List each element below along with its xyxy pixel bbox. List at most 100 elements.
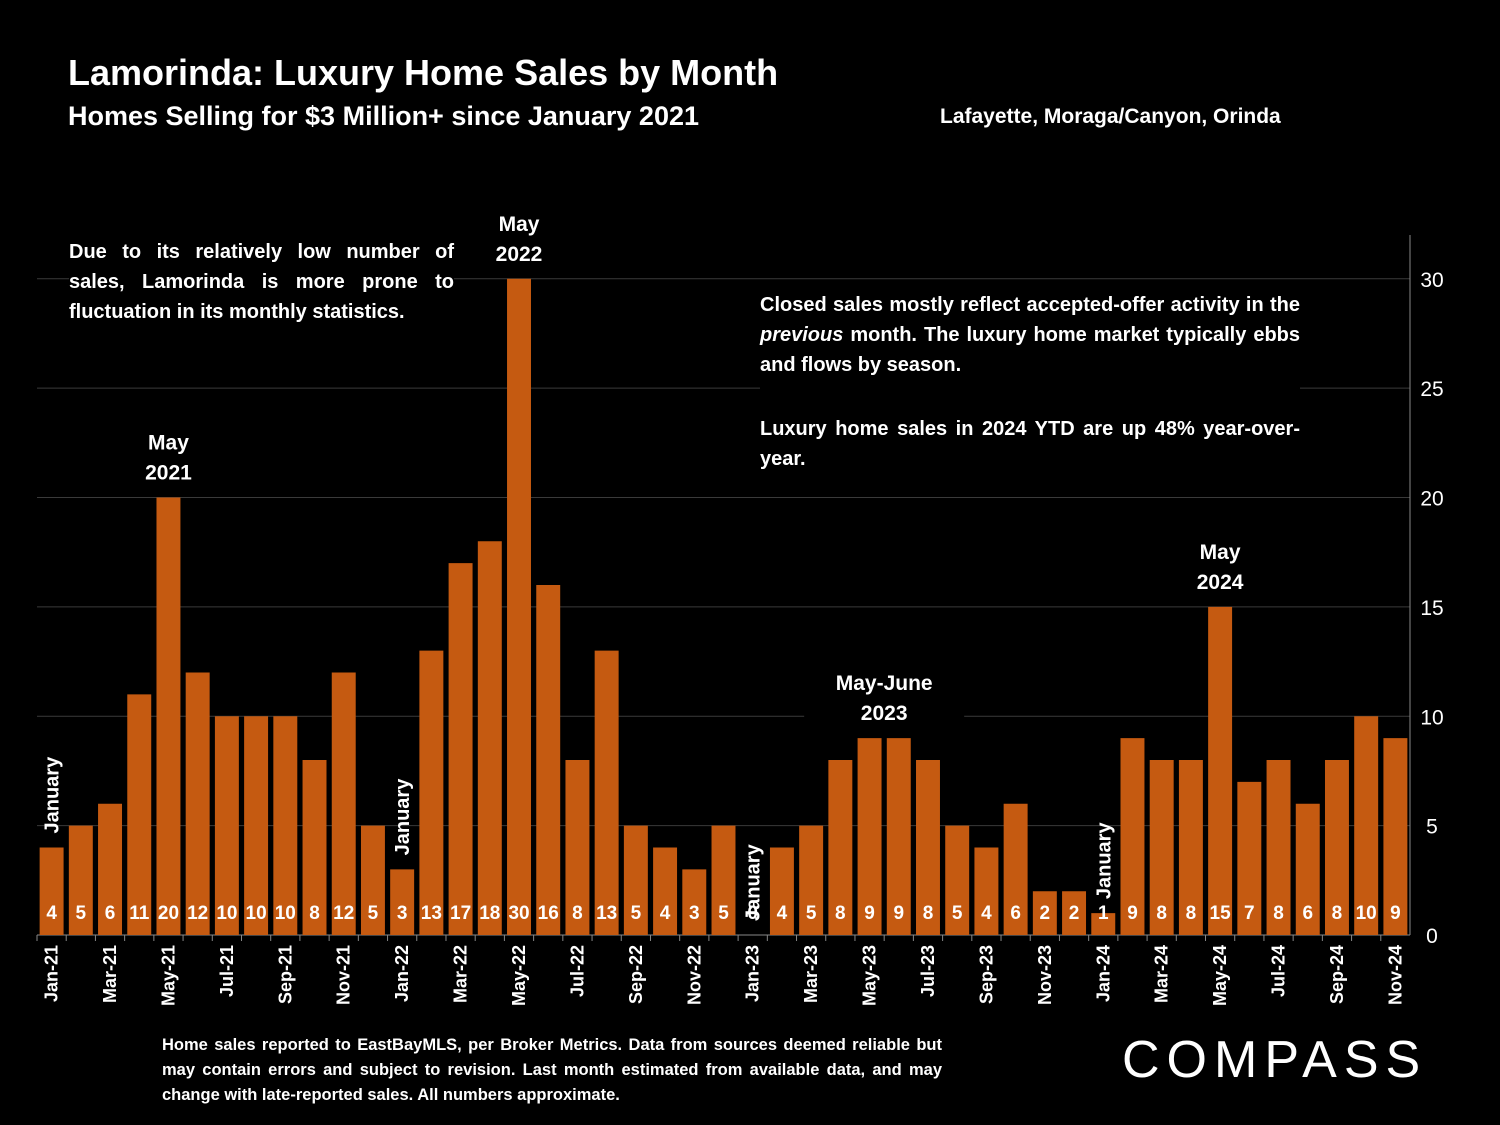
bar-value-label: 13 bbox=[596, 903, 617, 924]
bar bbox=[886, 738, 911, 935]
peak-annotation: 2024 bbox=[1197, 571, 1244, 594]
january-annotation: January bbox=[1093, 822, 1115, 900]
chart-subtitle: Homes Selling for $3 Million+ since Janu… bbox=[68, 101, 699, 131]
x-tick-label: Jul-22 bbox=[567, 945, 587, 997]
peak-annotation: 2022 bbox=[496, 243, 543, 266]
bar bbox=[682, 869, 707, 935]
bar-value-label: 18 bbox=[479, 903, 500, 924]
january-annotation: January bbox=[392, 778, 414, 856]
bar bbox=[1149, 760, 1174, 935]
bar-value-label: 9 bbox=[1127, 903, 1138, 924]
x-tick-label: Sep-23 bbox=[976, 945, 996, 1004]
y-tick-label: 20 bbox=[1420, 488, 1443, 511]
bar bbox=[1091, 913, 1116, 935]
bar-value-label: 5 bbox=[368, 903, 379, 924]
x-tick-label: Nov-21 bbox=[334, 945, 354, 1005]
bar bbox=[302, 760, 327, 935]
bar bbox=[448, 563, 473, 935]
bar-value-label: 8 bbox=[1273, 903, 1284, 924]
bar-value-label: 11 bbox=[129, 903, 150, 924]
note-text-a: Closed sales mostly reflect accepted-off… bbox=[760, 294, 1300, 316]
bar bbox=[916, 760, 940, 935]
bar bbox=[799, 825, 824, 935]
bar bbox=[1237, 781, 1262, 935]
bar bbox=[536, 585, 561, 935]
bar bbox=[1383, 738, 1408, 935]
x-tick-label: Sep-24 bbox=[1327, 945, 1347, 1004]
bar-value-label: 6 bbox=[1010, 903, 1021, 924]
bar-value-label: 2 bbox=[1069, 903, 1080, 924]
y-tick-label: 10 bbox=[1420, 706, 1443, 729]
bar bbox=[360, 825, 385, 935]
bar-value-label: 8 bbox=[835, 903, 846, 924]
bar-value-label: 3 bbox=[397, 903, 408, 924]
annotation-backing bbox=[88, 415, 249, 486]
bar-value-label: 5 bbox=[76, 903, 87, 924]
bar-value-label: 8 bbox=[1332, 903, 1343, 924]
bar bbox=[769, 847, 794, 935]
bar-value-label: 9 bbox=[1390, 903, 1401, 924]
x-tick-label: Jan-22 bbox=[392, 945, 412, 1002]
y-tick-label: 5 bbox=[1426, 816, 1438, 839]
x-tick-label: Jul-21 bbox=[217, 945, 237, 997]
bar bbox=[507, 278, 531, 935]
bar-value-label: 12 bbox=[187, 903, 208, 924]
x-tick-label: Mar-23 bbox=[801, 945, 821, 1003]
bar bbox=[1266, 760, 1291, 935]
peak-annotation: 2023 bbox=[861, 702, 908, 725]
note-seasonality-p1: Closed sales mostly reflect accepted-off… bbox=[760, 290, 1300, 380]
bar-value-label: 5 bbox=[806, 903, 817, 924]
x-tick-label: Sep-21 bbox=[275, 945, 295, 1004]
bar bbox=[185, 672, 210, 935]
bar bbox=[273, 716, 298, 935]
bar-value-label: 4 bbox=[660, 903, 671, 924]
bar bbox=[711, 825, 736, 935]
bar bbox=[974, 847, 999, 935]
peak-annotation: 2021 bbox=[145, 462, 192, 485]
x-tick-label: Mar-24 bbox=[1152, 945, 1172, 1003]
x-tick-label: Jul-23 bbox=[918, 945, 938, 997]
bar-value-label: 0 bbox=[747, 903, 758, 924]
bar-value-label: 5 bbox=[952, 903, 963, 924]
bar-value-label: 8 bbox=[1186, 903, 1197, 924]
x-tick-label: Jan-21 bbox=[42, 945, 62, 1002]
january-annotation: January bbox=[42, 756, 64, 834]
bar-value-label: 5 bbox=[718, 903, 729, 924]
bar-value-label: 17 bbox=[450, 903, 471, 924]
bar bbox=[653, 847, 678, 935]
x-tick-label: Jan-24 bbox=[1093, 945, 1113, 1002]
bar-value-label: 7 bbox=[1244, 903, 1255, 924]
y-tick-label: 30 bbox=[1420, 269, 1443, 292]
bar-value-label: 8 bbox=[572, 903, 583, 924]
bar-value-label: 8 bbox=[309, 903, 320, 924]
bar-value-label: 4 bbox=[981, 903, 992, 924]
annotation-backing bbox=[1140, 524, 1301, 595]
bar-value-label: 1 bbox=[1098, 903, 1109, 924]
bar-value-label: 8 bbox=[923, 903, 934, 924]
note-emphasis: previous bbox=[760, 324, 844, 346]
bar bbox=[565, 760, 590, 935]
bar-value-label: 9 bbox=[864, 903, 875, 924]
bar-value-label: 10 bbox=[246, 903, 267, 924]
bar bbox=[623, 825, 648, 935]
y-tick-label: 25 bbox=[1420, 378, 1443, 401]
bar bbox=[1178, 760, 1203, 935]
bar bbox=[1062, 891, 1087, 935]
bar bbox=[156, 497, 181, 935]
bar bbox=[68, 825, 93, 935]
bar bbox=[828, 760, 853, 935]
bar bbox=[1208, 606, 1233, 935]
bar bbox=[1003, 803, 1028, 935]
x-tick-label: Nov-23 bbox=[1035, 945, 1055, 1005]
bar bbox=[594, 650, 619, 935]
bar-value-label: 10 bbox=[275, 903, 296, 924]
bar bbox=[1295, 803, 1320, 935]
x-tick-label: Jan-23 bbox=[743, 945, 763, 1002]
peak-annotation: May bbox=[499, 213, 540, 236]
bar bbox=[419, 650, 444, 935]
x-tick-label: May-21 bbox=[158, 945, 178, 1006]
bar-value-label: 8 bbox=[1156, 903, 1167, 924]
bar-value-label: 9 bbox=[893, 903, 904, 924]
x-tick-label: Mar-21 bbox=[100, 945, 120, 1003]
